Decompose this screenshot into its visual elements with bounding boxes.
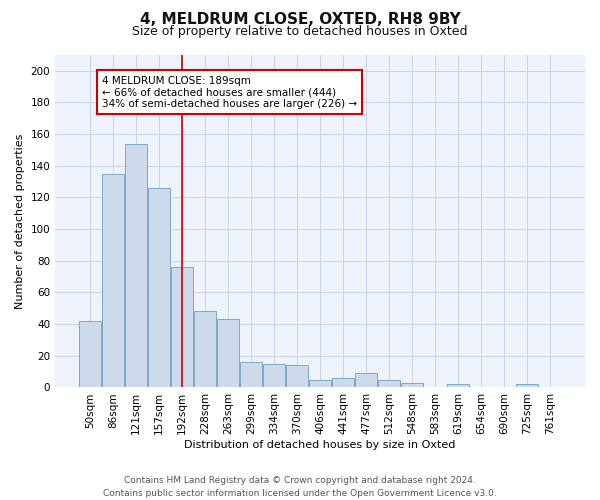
Bar — [79, 321, 101, 388]
Bar — [378, 380, 400, 388]
Bar — [332, 378, 354, 388]
Bar — [263, 364, 285, 388]
X-axis label: Distribution of detached houses by size in Oxted: Distribution of detached houses by size … — [184, 440, 456, 450]
Bar — [516, 384, 538, 388]
Bar — [355, 373, 377, 388]
Bar — [447, 384, 469, 388]
Text: Size of property relative to detached houses in Oxted: Size of property relative to detached ho… — [132, 25, 468, 38]
Y-axis label: Number of detached properties: Number of detached properties — [15, 134, 25, 309]
Bar — [102, 174, 124, 388]
Bar — [217, 320, 239, 388]
Bar — [286, 366, 308, 388]
Bar — [309, 380, 331, 388]
Bar — [125, 144, 147, 388]
Bar — [194, 312, 216, 388]
Text: 4, MELDRUM CLOSE, OXTED, RH8 9BY: 4, MELDRUM CLOSE, OXTED, RH8 9BY — [140, 12, 460, 28]
Bar — [401, 382, 423, 388]
Text: Contains HM Land Registry data © Crown copyright and database right 2024.
Contai: Contains HM Land Registry data © Crown c… — [103, 476, 497, 498]
Text: 4 MELDRUM CLOSE: 189sqm
← 66% of detached houses are smaller (444)
34% of semi-d: 4 MELDRUM CLOSE: 189sqm ← 66% of detache… — [102, 76, 357, 109]
Bar — [240, 362, 262, 388]
Bar — [171, 267, 193, 388]
Bar — [148, 188, 170, 388]
